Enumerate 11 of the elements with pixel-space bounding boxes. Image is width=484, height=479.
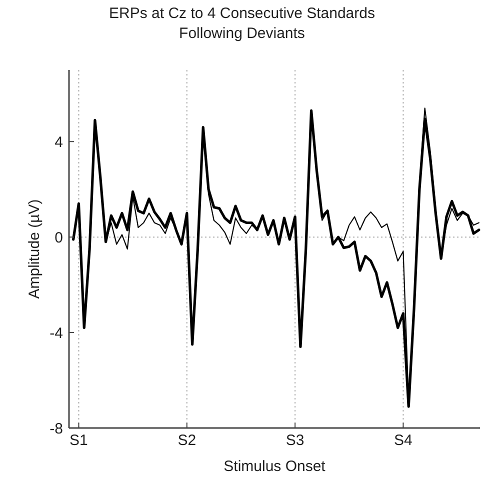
y-tick-label: 0 bbox=[54, 229, 63, 246]
chart-title: ERPs at Cz to 4 Consecutive Standards Following Deviants bbox=[109, 5, 375, 42]
x-tick-label: S3 bbox=[286, 432, 304, 449]
x-tick-label: S4 bbox=[394, 432, 412, 449]
x-tick-label: S1 bbox=[70, 432, 88, 449]
y-tick-label: -8 bbox=[50, 420, 63, 438]
y-tick-label: 4 bbox=[54, 134, 63, 151]
y-axis-title: Amplitude (µV) bbox=[26, 199, 43, 299]
x-axis-title: Stimulus Onset bbox=[224, 458, 326, 475]
y-tick-label: -4 bbox=[50, 324, 63, 342]
x-tick-label: S2 bbox=[178, 432, 196, 449]
